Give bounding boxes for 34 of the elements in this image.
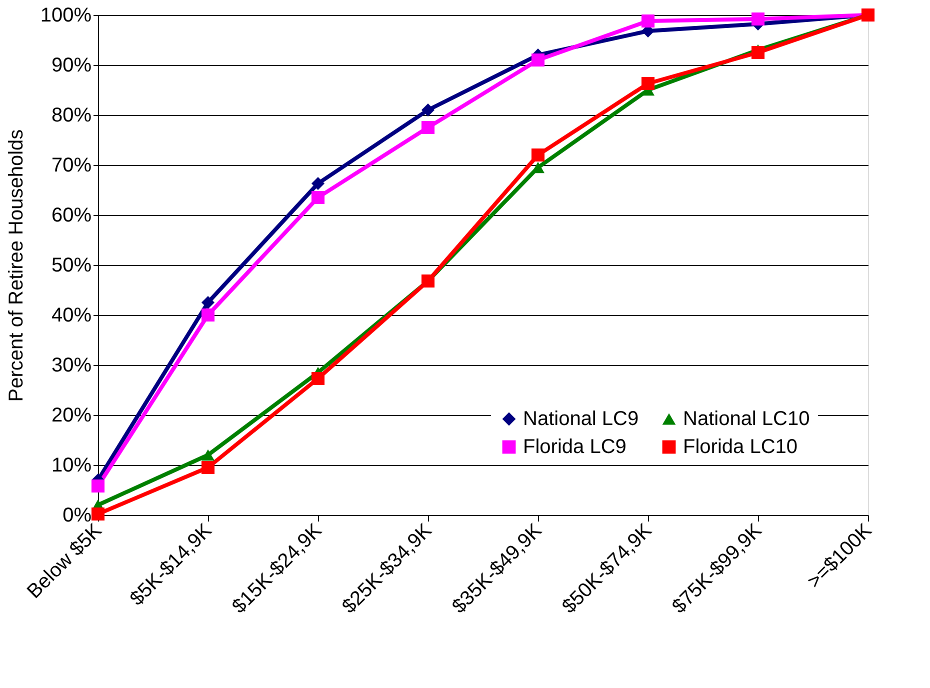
y-tick-label: 60% xyxy=(51,204,92,226)
point xyxy=(751,12,765,26)
point xyxy=(531,53,545,67)
y-tick-label: 70% xyxy=(51,154,92,176)
y-tick-label: 10% xyxy=(51,454,92,476)
legend-label: Florida LC9 xyxy=(523,436,626,458)
point xyxy=(641,14,655,28)
y-tick-label: 0% xyxy=(62,504,92,526)
y-tick-label: 50% xyxy=(51,254,92,276)
legend-label: National LC10 xyxy=(683,408,810,430)
point xyxy=(311,176,325,190)
y-tick-label: 30% xyxy=(51,354,92,376)
point xyxy=(421,120,435,134)
point xyxy=(201,296,215,310)
legend-label: Florida LC10 xyxy=(683,436,798,458)
point xyxy=(531,162,545,174)
point xyxy=(751,46,765,60)
point xyxy=(641,76,655,90)
y-tick-label: 20% xyxy=(51,404,92,426)
point xyxy=(311,190,325,204)
y-tick-label: 80% xyxy=(51,104,92,126)
point xyxy=(201,449,215,461)
point xyxy=(91,479,105,493)
y-axis-title: Percent of Retiree Households xyxy=(5,129,28,402)
y-tick-label: 100% xyxy=(40,4,92,26)
point xyxy=(201,460,215,474)
point xyxy=(91,507,105,521)
legend-label: National LC9 xyxy=(523,408,639,430)
point xyxy=(201,308,215,322)
point xyxy=(421,103,435,117)
point xyxy=(311,372,325,386)
y-tick-label: 40% xyxy=(51,304,92,326)
y-tick-label: 90% xyxy=(51,54,92,76)
point xyxy=(531,148,545,162)
